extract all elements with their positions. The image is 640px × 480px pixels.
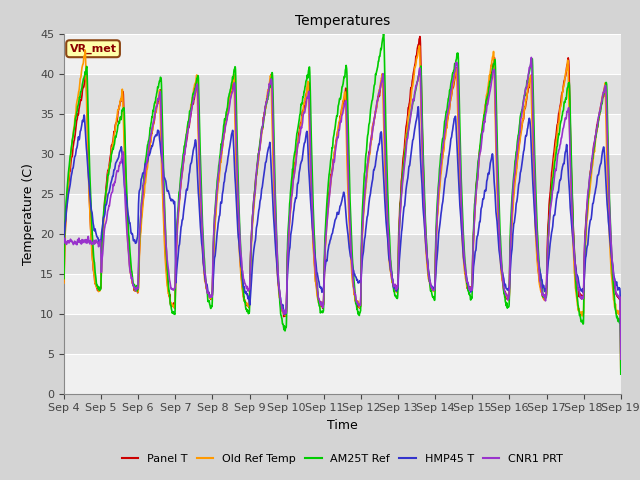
Legend: Panel T, Old Ref Temp, AM25T Ref, HMP45 T, CNR1 PRT: Panel T, Old Ref Temp, AM25T Ref, HMP45 … [117, 450, 568, 468]
Bar [64, 274, 621, 313]
Bar [64, 193, 621, 234]
Bar [64, 114, 621, 154]
Y-axis label: Temperature (C): Temperature (C) [22, 163, 35, 264]
Bar [64, 73, 621, 114]
Bar [64, 34, 621, 73]
Text: VR_met: VR_met [70, 44, 116, 54]
Bar [64, 154, 621, 193]
Bar [64, 313, 621, 354]
X-axis label: Time: Time [327, 419, 358, 432]
Bar [64, 234, 621, 274]
Title: Temperatures: Temperatures [295, 14, 390, 28]
Bar [64, 354, 621, 394]
